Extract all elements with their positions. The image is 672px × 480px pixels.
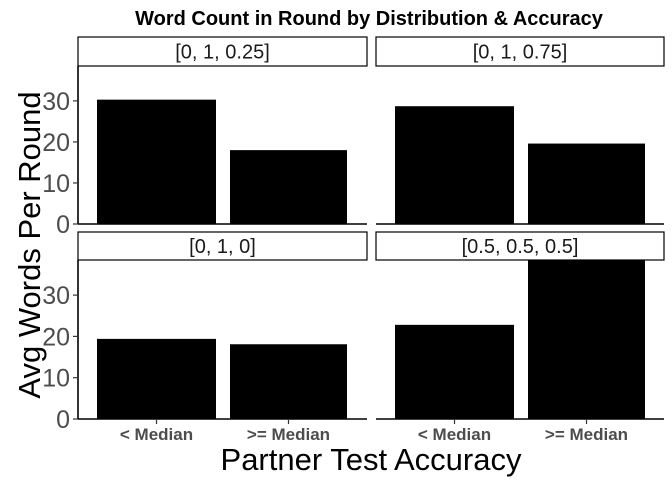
facet-strip-label-1: [0, 1, 0.25] bbox=[175, 42, 270, 64]
bar-panel-2-2 bbox=[528, 143, 645, 224]
x-tick-label: < Median bbox=[418, 425, 491, 444]
facet-strip-label-3: [0, 1, 0] bbox=[189, 236, 256, 258]
bar-panel-3-2 bbox=[230, 344, 347, 419]
bar-panel-4-2 bbox=[528, 260, 645, 419]
bar-panel-2-1 bbox=[395, 106, 514, 224]
facet-strip-3 bbox=[77, 231, 368, 261]
x-tick-label: < Median bbox=[120, 425, 193, 444]
y-tick-label: 0 bbox=[56, 406, 70, 434]
y-tick-label: 20 bbox=[42, 323, 70, 351]
facet-strip-4 bbox=[375, 231, 665, 261]
y-tick-label: 30 bbox=[42, 282, 70, 310]
chart-title: Word Count in Round by Distribution & Ac… bbox=[135, 8, 604, 30]
y-tick-label: 10 bbox=[42, 365, 70, 393]
facet-strip-label-2: [0, 1, 0.75] bbox=[473, 42, 568, 64]
facet-strip-2 bbox=[375, 36, 665, 67]
bar-panel-3-1 bbox=[97, 338, 216, 419]
bar-panel-1-1 bbox=[97, 99, 216, 224]
bar-panel-4-1 bbox=[395, 324, 514, 419]
facet-strip-label-4: [0.5, 0.5, 0.5] bbox=[462, 236, 579, 258]
bar-panel-1-2 bbox=[230, 150, 347, 224]
chart-panels: [0, 1, 0.25] 0 10 20 30 [0, 1, 0.75] [0, 1, 0]… bbox=[42, 36, 665, 444]
y-tick-label: 10 bbox=[42, 170, 70, 198]
x-tick-label: >= Median bbox=[247, 425, 330, 444]
facet-strip-1 bbox=[77, 36, 368, 67]
y-tick-label: 20 bbox=[42, 129, 70, 157]
y-tick-label: 30 bbox=[42, 88, 70, 116]
x-tick-label: >= Median bbox=[545, 425, 628, 444]
y-tick-label: 0 bbox=[56, 211, 70, 239]
x-axis-label: Partner Test Accuracy bbox=[221, 442, 522, 477]
y-axis-label: Avg Words Per Round bbox=[12, 91, 47, 398]
